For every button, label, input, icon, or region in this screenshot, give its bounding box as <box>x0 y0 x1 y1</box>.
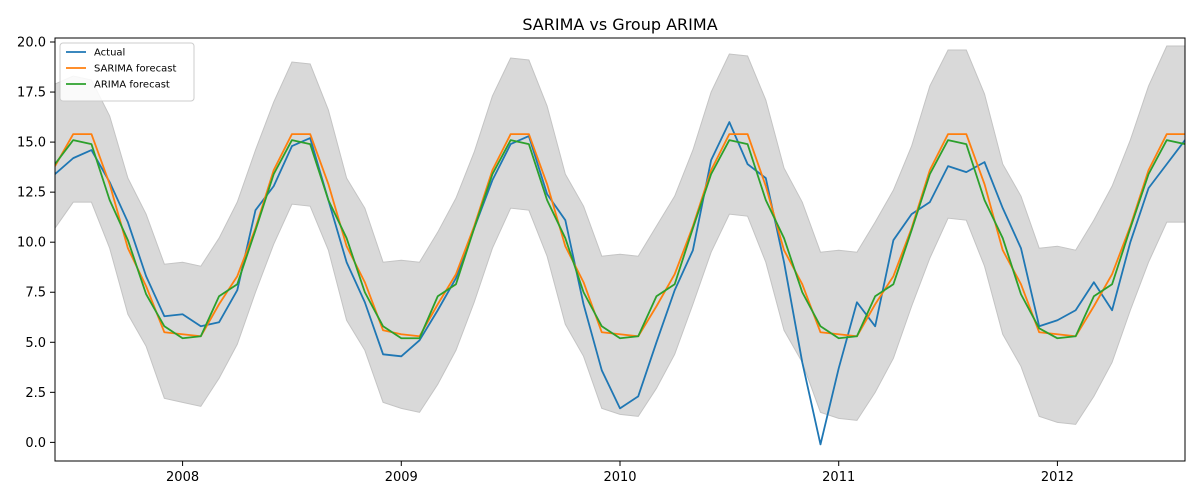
x-tick-label: 2010 <box>603 470 636 485</box>
x-tick-label: 2009 <box>385 470 418 485</box>
legend-box <box>59 42 195 102</box>
legend: Actual SARIMA forecast ARIMA forecast <box>59 42 195 102</box>
chart-title: SARIMA vs Group ARIMA <box>522 15 717 34</box>
x-tick-label: 2012 <box>1041 470 1074 485</box>
x-axis: 2008 2009 2010 2011 2012 <box>166 461 1074 485</box>
legend-label: ARIMA forecast <box>94 80 170 91</box>
series-line-arima-forecast <box>55 139 1185 340</box>
y-tick-label: 17.5 <box>17 86 46 101</box>
y-tick-label: 12.5 <box>17 186 46 201</box>
y-tick-label: 7.5 <box>25 286 46 301</box>
plot-area <box>55 45 1185 446</box>
y-tick-label: 20.0 <box>17 36 46 51</box>
y-tick-label: 15.0 <box>17 136 46 151</box>
series-line-sarima-forecast <box>55 133 1185 338</box>
legend-label: Actual <box>94 48 125 59</box>
plot-clip-group <box>55 45 1185 446</box>
x-tick-label: 2008 <box>166 470 199 485</box>
legend-label: SARIMA forecast <box>94 64 176 75</box>
y-tick-label: 0.0 <box>25 436 46 451</box>
y-tick-label: 2.5 <box>25 386 46 401</box>
x-tick-label: 2011 <box>822 470 855 485</box>
y-tick-label: 10.0 <box>17 236 46 251</box>
y-axis: 0.0 2.5 5.0 7.5 10.0 12.5 15.0 17.5 20.0 <box>17 36 55 451</box>
y-tick-label: 5.0 <box>25 336 46 351</box>
confidence-band <box>55 45 1185 425</box>
